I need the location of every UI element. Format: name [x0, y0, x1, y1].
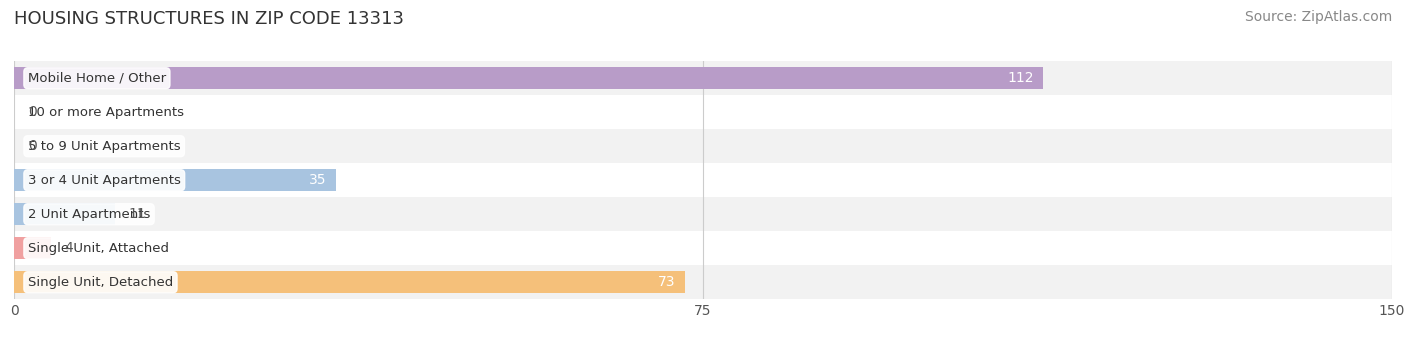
- Text: 3 or 4 Unit Apartments: 3 or 4 Unit Apartments: [28, 174, 181, 187]
- Text: 112: 112: [1007, 71, 1033, 85]
- Bar: [14, 129, 1392, 163]
- Text: HOUSING STRUCTURES IN ZIP CODE 13313: HOUSING STRUCTURES IN ZIP CODE 13313: [14, 10, 404, 28]
- Text: 11: 11: [129, 207, 146, 221]
- Bar: [14, 169, 336, 191]
- Bar: [14, 271, 685, 293]
- Text: 2 Unit Apartments: 2 Unit Apartments: [28, 208, 150, 221]
- Text: 35: 35: [309, 173, 326, 187]
- Bar: [14, 163, 1392, 197]
- Text: Source: ZipAtlas.com: Source: ZipAtlas.com: [1244, 10, 1392, 24]
- Text: 0: 0: [28, 105, 37, 119]
- Text: Mobile Home / Other: Mobile Home / Other: [28, 72, 166, 85]
- Bar: [14, 237, 51, 259]
- Bar: [14, 265, 1392, 299]
- Bar: [14, 197, 1392, 231]
- Bar: [14, 203, 115, 225]
- Bar: [14, 67, 1043, 89]
- Text: 10 or more Apartments: 10 or more Apartments: [28, 106, 184, 119]
- Bar: [14, 95, 1392, 129]
- Text: 0: 0: [28, 139, 37, 153]
- Text: 73: 73: [658, 275, 675, 289]
- Text: 4: 4: [65, 241, 73, 255]
- Text: 5 to 9 Unit Apartments: 5 to 9 Unit Apartments: [28, 140, 180, 153]
- Text: Single Unit, Attached: Single Unit, Attached: [28, 242, 169, 255]
- Bar: [14, 231, 1392, 265]
- Text: Single Unit, Detached: Single Unit, Detached: [28, 276, 173, 289]
- Bar: [14, 61, 1392, 95]
